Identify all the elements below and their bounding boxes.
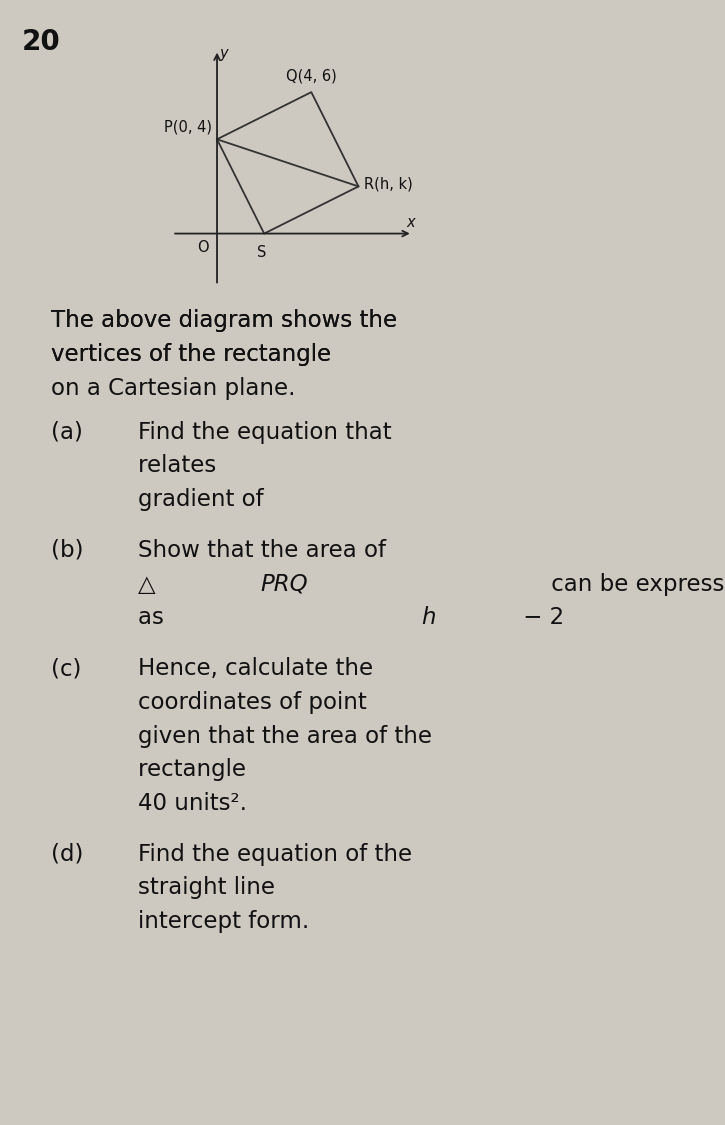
Text: S: S (257, 245, 267, 260)
Text: 40 units².: 40 units². (138, 792, 246, 814)
Text: Hence, calculate the: Hence, calculate the (138, 657, 373, 680)
Text: given that the area of the: given that the area of the (138, 724, 432, 747)
Text: (b): (b) (51, 539, 83, 561)
Text: h: h (421, 606, 436, 629)
Text: R(h, k): R(h, k) (365, 177, 413, 191)
Text: Find the equation of the: Find the equation of the (138, 843, 412, 865)
Text: O: O (197, 241, 209, 255)
Text: gradient of: gradient of (138, 488, 270, 511)
Text: on a Cartesian plane.: on a Cartesian plane. (51, 377, 295, 399)
Text: The above diagram shows the: The above diagram shows the (51, 309, 397, 332)
Text: relates: relates (138, 455, 223, 477)
Text: rectangle: rectangle (138, 758, 253, 781)
Text: can be expressed: can be expressed (544, 573, 725, 595)
Text: PRQ: PRQ (260, 573, 308, 595)
Text: as: as (138, 606, 171, 629)
Text: y: y (220, 46, 228, 61)
Text: intercept form.: intercept form. (138, 910, 309, 933)
Text: vertices of the rectangle: vertices of the rectangle (51, 343, 338, 366)
Text: △: △ (138, 573, 155, 595)
Text: (d): (d) (51, 843, 83, 865)
Text: Q(4, 6): Q(4, 6) (286, 69, 336, 84)
Text: vertices of the rectangle: vertices of the rectangle (51, 343, 338, 366)
Text: 20: 20 (22, 28, 60, 56)
Text: The above diagram shows the: The above diagram shows the (51, 309, 397, 332)
Text: (c): (c) (51, 657, 81, 680)
Text: − 2: − 2 (515, 606, 564, 629)
Text: straight line: straight line (138, 876, 282, 899)
Text: (a): (a) (51, 421, 83, 443)
Text: Find the equation that: Find the equation that (138, 421, 392, 443)
Text: x: x (406, 216, 415, 231)
Text: coordinates of point: coordinates of point (138, 691, 374, 713)
Text: Show that the area of: Show that the area of (138, 539, 386, 561)
Text: P(0, 4): P(0, 4) (165, 119, 212, 135)
